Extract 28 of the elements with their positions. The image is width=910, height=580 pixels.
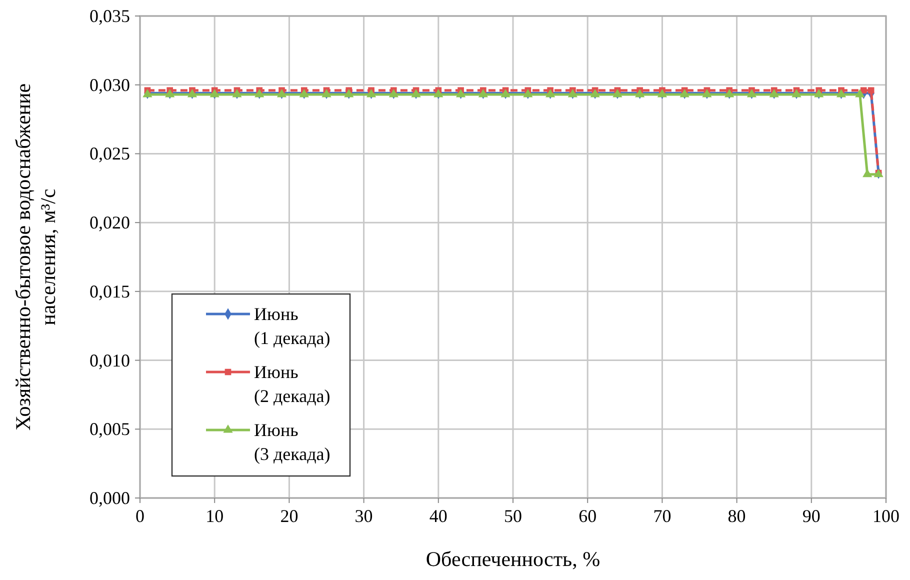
point xyxy=(855,88,865,98)
x-tick-label: 70 xyxy=(653,506,672,526)
x-tick-label: 10 xyxy=(206,506,224,526)
y-tick-label: 0,030 xyxy=(90,74,130,95)
y-tick-label: 0,025 xyxy=(90,144,130,164)
x-tick-label: 80 xyxy=(728,506,746,526)
x-axis-title: Обеспеченность, % xyxy=(426,547,600,571)
legend-label: Июнь (2 декада) xyxy=(254,362,330,406)
x-tick-label: 40 xyxy=(429,506,448,526)
x-tick-label: 30 xyxy=(354,506,373,526)
y-axis-title: Хозяйственно-бытовое водоснабжение населения, м³/с xyxy=(11,83,60,431)
legend-label: Июнь (3 декада) xyxy=(254,420,330,464)
y-tick-label: 0,015 xyxy=(90,281,130,302)
legend-label: Июнь (1 декада) xyxy=(254,304,330,348)
x-tick-label: 20 xyxy=(280,506,298,526)
x-tick-label: 60 xyxy=(578,506,597,526)
y-tick-label: 0,000 xyxy=(90,488,130,508)
point xyxy=(868,87,874,94)
x-tick-label: 90 xyxy=(802,506,820,526)
y-tick-label: 0,020 xyxy=(90,212,130,233)
x-tick-label: 50 xyxy=(504,506,522,526)
y-tick-label: 0,035 xyxy=(90,6,130,26)
x-tick-label: 0 xyxy=(136,506,144,526)
y-tick-label: 0,005 xyxy=(90,419,130,440)
point xyxy=(860,87,867,94)
y-tick-label: 0,010 xyxy=(90,350,130,370)
x-tick-label: 100 xyxy=(872,506,900,526)
point xyxy=(862,168,872,178)
